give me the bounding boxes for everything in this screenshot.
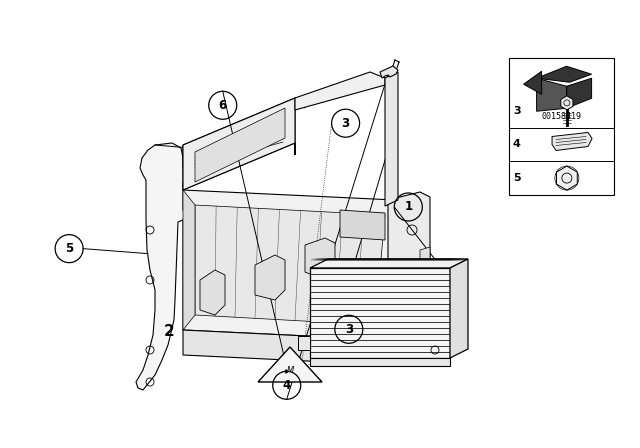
Polygon shape <box>195 205 385 325</box>
Text: 6: 6 <box>219 99 227 112</box>
Polygon shape <box>450 259 468 358</box>
Text: 3: 3 <box>342 116 349 130</box>
Polygon shape <box>183 190 195 330</box>
Polygon shape <box>310 268 450 358</box>
Polygon shape <box>310 358 450 366</box>
Polygon shape <box>305 238 335 278</box>
Text: 5: 5 <box>65 242 73 255</box>
Text: 1: 1 <box>404 200 412 214</box>
Polygon shape <box>183 190 395 340</box>
Polygon shape <box>388 192 430 345</box>
Polygon shape <box>310 259 468 268</box>
Polygon shape <box>258 347 322 382</box>
Polygon shape <box>195 108 285 182</box>
Polygon shape <box>298 336 310 350</box>
Polygon shape <box>524 71 541 94</box>
Text: 2: 2 <box>164 324 175 339</box>
Polygon shape <box>340 210 385 240</box>
Text: M: M <box>286 366 294 375</box>
Text: 00158419: 00158419 <box>541 112 582 121</box>
Text: 3: 3 <box>345 323 353 336</box>
Polygon shape <box>255 255 285 300</box>
Polygon shape <box>566 78 591 108</box>
Text: ♦: ♦ <box>283 369 289 375</box>
Polygon shape <box>380 66 398 78</box>
Text: 5: 5 <box>513 173 520 183</box>
Polygon shape <box>183 98 305 190</box>
Polygon shape <box>183 98 295 190</box>
Polygon shape <box>295 72 385 110</box>
Text: 4: 4 <box>513 139 521 150</box>
Polygon shape <box>561 96 573 110</box>
Polygon shape <box>385 72 398 206</box>
Polygon shape <box>200 270 225 315</box>
Text: 3: 3 <box>513 106 520 116</box>
Polygon shape <box>136 143 193 390</box>
Polygon shape <box>420 247 430 278</box>
Polygon shape <box>183 330 390 365</box>
Polygon shape <box>509 58 614 195</box>
Polygon shape <box>552 133 592 151</box>
Text: 4: 4 <box>283 379 291 392</box>
Polygon shape <box>557 166 577 190</box>
Polygon shape <box>536 66 591 82</box>
Polygon shape <box>536 78 566 111</box>
